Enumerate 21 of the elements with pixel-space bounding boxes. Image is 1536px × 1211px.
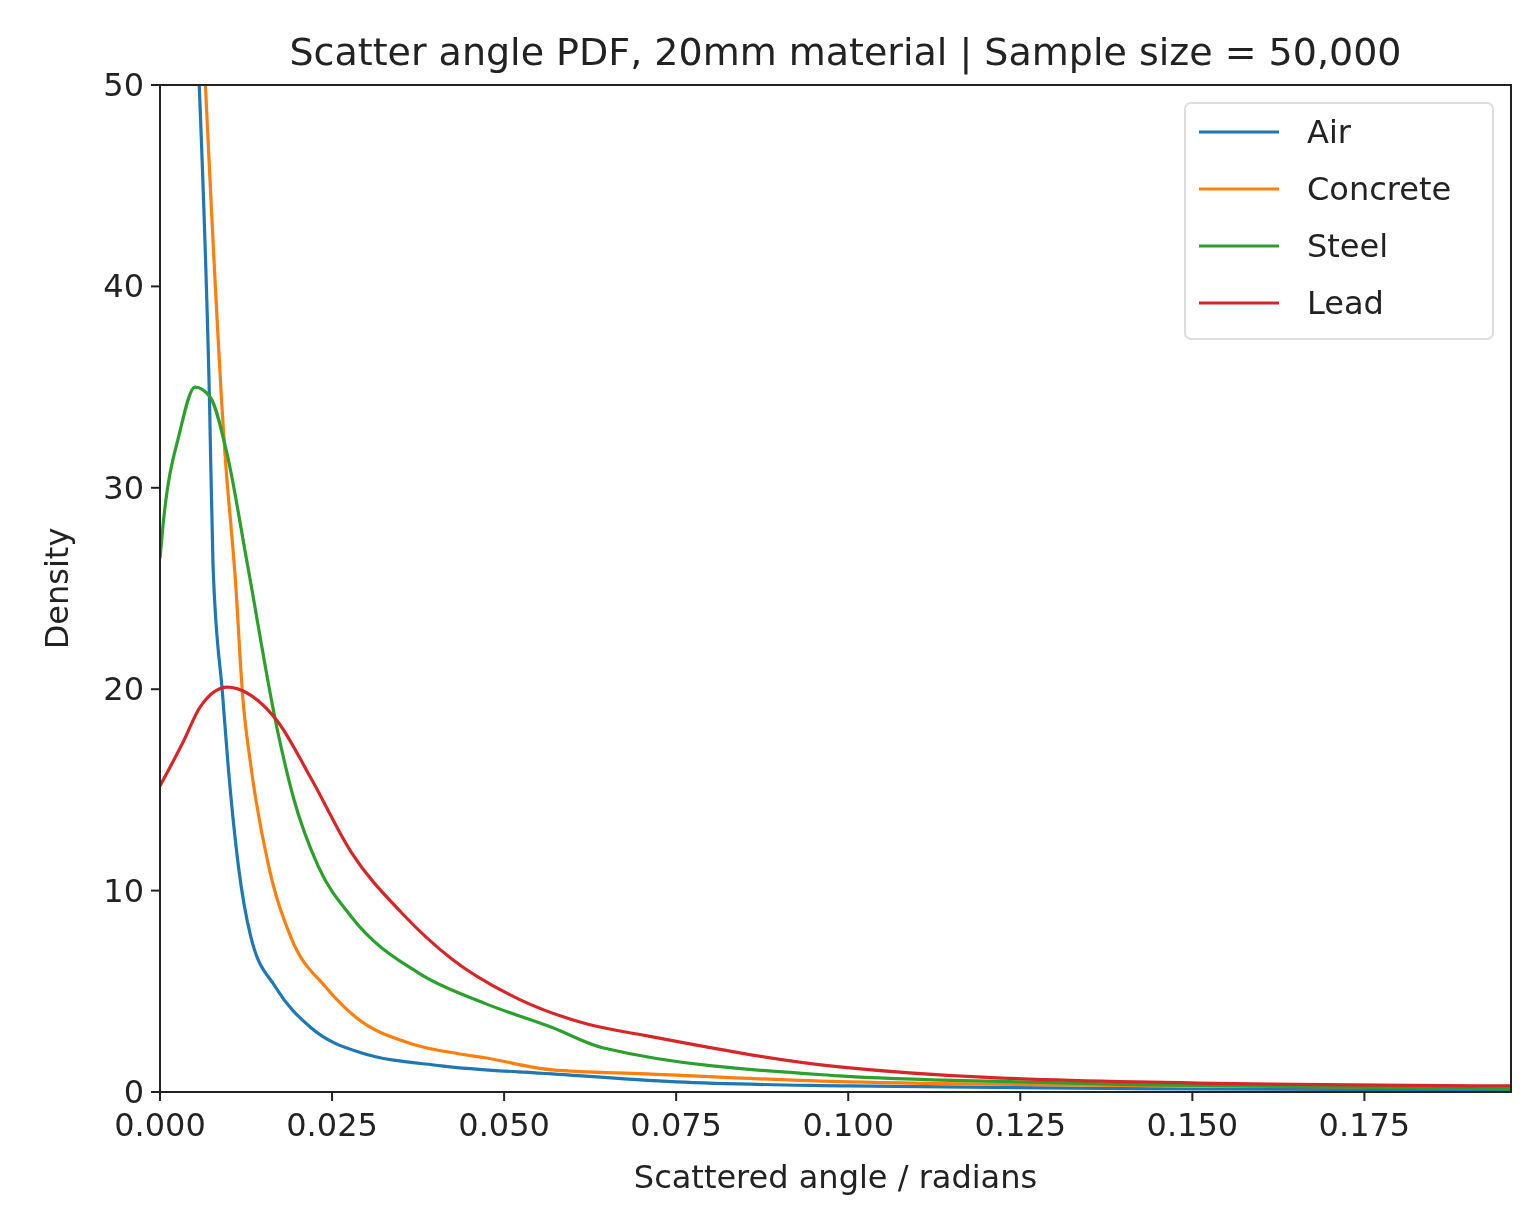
legend-label: Lead <box>1307 284 1384 322</box>
y-tick-label: 20 <box>103 670 144 709</box>
x-tick-label: 0.175 <box>1318 1106 1411 1144</box>
line-series <box>160 685 1511 1088</box>
y-tick-label: 10 <box>103 871 144 910</box>
y-tick-label: 30 <box>103 468 144 507</box>
y-tick-label: 50 <box>103 66 144 104</box>
legend-label: Concrete <box>1307 170 1452 208</box>
y-tick-label: 40 <box>103 267 144 306</box>
x-tick-label: 0.025 <box>286 1106 378 1144</box>
x-tick-label: 0.075 <box>630 1106 722 1144</box>
x-axis-title: Scattered angle / radians <box>633 1158 1038 1196</box>
chart-title: Scatter angle PDF, 20mm material | Sample size = 50,000 <box>289 30 1402 75</box>
y-axis-title: Density <box>38 527 76 650</box>
legend-label: Steel <box>1307 227 1389 265</box>
x-tick-label: 0.050 <box>458 1106 550 1144</box>
line-series <box>160 385 1511 1091</box>
x-tick-label: 0.125 <box>974 1106 1067 1144</box>
legend-label: Air <box>1307 113 1352 151</box>
x-tick-label: 0.150 <box>1146 1106 1239 1144</box>
x-tick-label: 0.100 <box>802 1106 895 1144</box>
